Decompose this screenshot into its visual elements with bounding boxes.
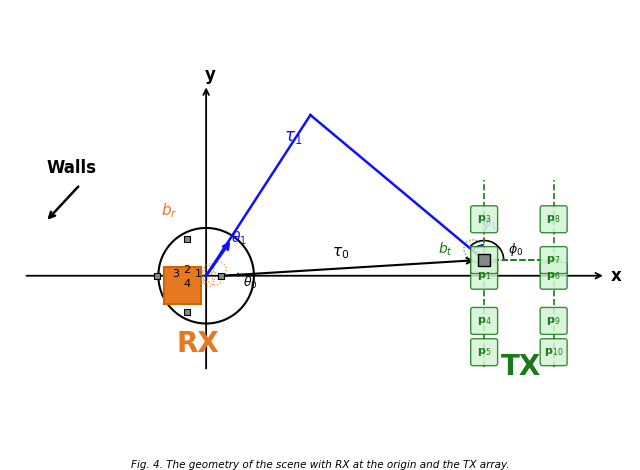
Text: $\mathbf{y}$: $\mathbf{y}$ [204, 68, 217, 86]
Text: TX: TX [500, 353, 541, 381]
Text: $\mathbf{x}$: $\mathbf{x}$ [610, 267, 623, 285]
FancyBboxPatch shape [470, 307, 498, 334]
FancyBboxPatch shape [540, 339, 567, 366]
FancyBboxPatch shape [540, 307, 567, 334]
Text: $b_t$: $b_t$ [438, 240, 452, 258]
Text: Walls: Walls [47, 159, 97, 177]
FancyBboxPatch shape [540, 247, 567, 274]
Text: $\mathbf{p}_{10}$: $\mathbf{p}_{10}$ [544, 346, 563, 358]
Text: 1: 1 [195, 269, 202, 279]
Text: $\mathbf{p}_{7}$: $\mathbf{p}_{7}$ [547, 254, 561, 266]
Text: $\tau_0$: $\tau_0$ [332, 246, 349, 261]
FancyBboxPatch shape [470, 262, 498, 289]
FancyBboxPatch shape [540, 262, 567, 289]
Bar [184, 236, 190, 243]
Text: $\theta_0$: $\theta_0$ [243, 275, 257, 291]
Bar [218, 273, 224, 279]
Text: $\mathbf{p}_{3}$: $\mathbf{p}_{3}$ [477, 213, 492, 225]
Bar [478, 254, 490, 266]
Text: $\mathbf{p}_{4}$: $\mathbf{p}_{4}$ [477, 315, 492, 327]
Text: $\tau_1$: $\tau_1$ [284, 128, 302, 146]
Bar [164, 267, 201, 304]
Text: $\mathbf{p}_{6}$: $\mathbf{p}_{6}$ [547, 270, 561, 282]
Text: $b_r$: $b_r$ [161, 201, 178, 219]
Text: 3: 3 [172, 269, 179, 279]
FancyBboxPatch shape [470, 247, 498, 274]
Text: $\mathbf{p}_{9}$: $\mathbf{p}_{9}$ [547, 315, 561, 327]
Bar [184, 309, 190, 315]
FancyBboxPatch shape [540, 206, 567, 233]
Text: $\mathbf{p}_{5}$: $\mathbf{p}_{5}$ [477, 346, 492, 358]
Text: Fig. 4. The geometry of the scene with RX at the origin and the TX array.: Fig. 4. The geometry of the scene with R… [131, 460, 509, 470]
Text: 4: 4 [184, 280, 191, 290]
Text: $\mathbf{p}_{1}$: $\mathbf{p}_{1}$ [477, 270, 492, 282]
Text: $\theta_1$: $\theta_1$ [231, 230, 247, 247]
FancyBboxPatch shape [470, 339, 498, 366]
Text: $\phi_0$: $\phi_0$ [508, 241, 524, 258]
Bar [154, 273, 159, 279]
Text: $\mathbf{p}_{2}$: $\mathbf{p}_{2}$ [477, 254, 492, 266]
Text: RX: RX [176, 329, 219, 358]
FancyBboxPatch shape [470, 206, 498, 233]
Text: 2: 2 [184, 265, 191, 274]
Text: $\mathbf{p}_{8}$: $\mathbf{p}_{8}$ [547, 213, 561, 225]
Text: $\phi_1$: $\phi_1$ [483, 215, 497, 232]
